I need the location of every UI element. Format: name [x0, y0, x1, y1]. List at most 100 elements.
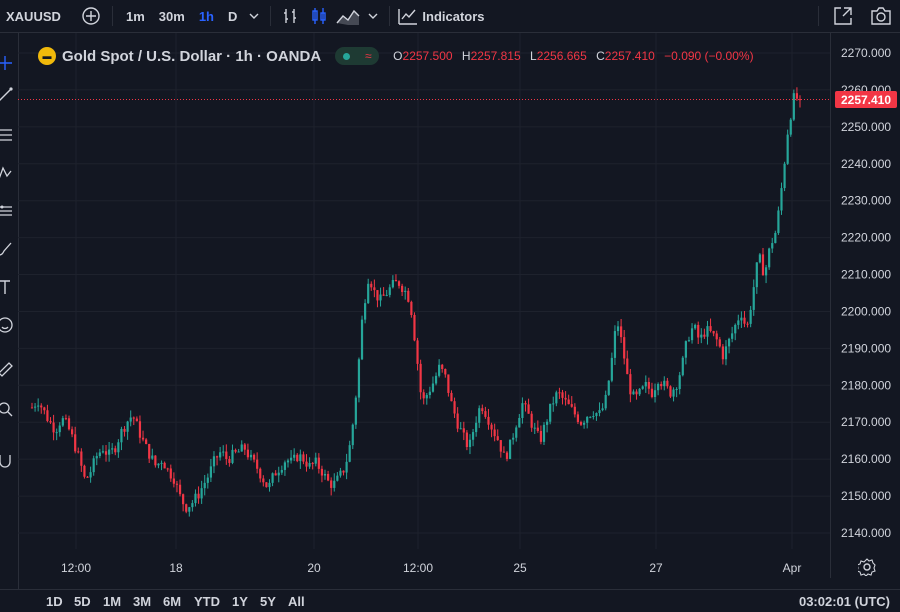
candle-body	[271, 473, 274, 483]
timeframe-1h[interactable]: 1h	[198, 8, 214, 24]
chevron-down-icon[interactable]	[244, 0, 264, 32]
zoom-icon[interactable]	[0, 399, 14, 419]
candle-body	[351, 424, 354, 446]
last-price-label: 2257.410	[835, 91, 897, 109]
candle-body	[348, 445, 351, 462]
candle-body	[120, 428, 123, 443]
toolbar-divider	[389, 6, 391, 26]
candle-body	[330, 480, 333, 488]
candle-body	[653, 390, 657, 398]
candle-body	[206, 477, 209, 483]
candle-body	[626, 358, 629, 375]
low-value: 2256.665	[536, 49, 587, 63]
area-style-icon[interactable]	[333, 0, 363, 32]
candle-body	[178, 484, 182, 495]
fib-retracement-icon[interactable]	[0, 125, 14, 145]
price-chart[interactable]	[18, 33, 830, 578]
time-tick-label: 20	[307, 561, 321, 575]
compare-add-icon[interactable]	[76, 0, 106, 32]
trendline-icon[interactable]	[0, 85, 14, 105]
market-status-pill[interactable]: ≈	[335, 47, 380, 65]
timeframe-D[interactable]: D	[228, 8, 238, 24]
timeframe-30m[interactable]: 30m	[158, 8, 185, 24]
candle-body	[536, 427, 539, 431]
candle-body	[672, 389, 675, 397]
range-5Y[interactable]: 5Y	[260, 594, 276, 609]
bar-style-icon[interactable]	[277, 0, 305, 32]
candle-body	[749, 309, 752, 324]
candle-body	[154, 455, 157, 466]
candle-body	[462, 428, 465, 433]
candle-body	[484, 411, 487, 417]
candle-body	[268, 482, 271, 488]
timeframe-1m[interactable]: 1m	[126, 8, 145, 24]
candle-body	[240, 444, 243, 452]
candle-body	[783, 163, 786, 189]
ruler-icon[interactable]	[0, 359, 14, 379]
candles-icon[interactable]	[305, 0, 333, 32]
candle-body	[684, 341, 687, 358]
symbol-search[interactable]: XAUUSD	[6, 8, 61, 24]
candle-body	[64, 418, 68, 420]
candle-body	[401, 285, 404, 292]
candle-body	[58, 425, 61, 433]
candle-body	[493, 429, 496, 437]
candle-body	[798, 99, 802, 101]
candle-body	[610, 357, 613, 381]
camera-icon[interactable]	[870, 0, 892, 32]
candle-body	[561, 392, 564, 398]
chart-settings-icon[interactable]	[856, 558, 876, 579]
candle-body	[573, 406, 576, 415]
candle-body	[521, 403, 524, 418]
range-YTD[interactable]: YTD	[194, 594, 220, 609]
candle-body	[789, 119, 792, 135]
candle-body	[117, 442, 120, 453]
candle-body	[166, 468, 169, 470]
candle-body	[468, 439, 472, 448]
range-1M[interactable]: 1M	[103, 594, 122, 609]
magnet-icon[interactable]	[0, 451, 14, 471]
fullscreen-icon[interactable]	[832, 0, 854, 32]
utc-clock[interactable]: 03:02:01 (UTC)	[798, 594, 890, 609]
high-value: 2257.815	[470, 49, 521, 63]
crosshair-icon[interactable]	[0, 53, 14, 73]
range-All[interactable]: All	[288, 594, 305, 609]
candle-body	[539, 430, 543, 442]
range-5D[interactable]: 5D	[74, 594, 91, 609]
candle-body	[758, 254, 762, 263]
candle-body	[416, 340, 419, 364]
pattern-icon[interactable]	[0, 163, 14, 183]
candle-body	[225, 451, 228, 460]
candle-body	[434, 375, 438, 384]
price-tick-label: 2160.000	[841, 452, 891, 466]
price-axis[interactable]: 2270.0002260.0002250.0002240.0002230.000…	[830, 33, 900, 578]
candle-body	[114, 448, 117, 453]
low-label: L	[530, 49, 537, 63]
candle-body	[385, 294, 388, 296]
indicators-button[interactable]: Indicators	[422, 8, 485, 24]
symbol-title[interactable]: Gold Spot / U.S. Dollar · 1h · OANDA	[62, 47, 322, 65]
candle-body	[74, 434, 77, 452]
range-1Y[interactable]: 1Y	[232, 594, 248, 609]
emoji-icon[interactable]	[0, 315, 14, 335]
range-3M[interactable]: 3M	[133, 594, 152, 609]
candle-body	[413, 315, 416, 341]
candle-body	[234, 449, 237, 452]
candle-body	[438, 364, 441, 376]
toolbar-divider	[818, 6, 819, 26]
candle-body	[613, 331, 617, 358]
price-tick-label: 2170.000	[841, 415, 891, 429]
range-1D[interactable]: 1D	[46, 594, 63, 609]
candle-body	[308, 463, 311, 467]
time-axis[interactable]: 12:00 18 20 12:00 25 27 Apr	[18, 549, 830, 578]
indicators-icon[interactable]	[396, 0, 420, 32]
range-6M[interactable]: 6M	[163, 594, 182, 609]
candle-body	[792, 93, 795, 120]
brush-icon[interactable]	[0, 239, 14, 259]
chevron-down-icon[interactable]	[363, 0, 383, 32]
text-icon[interactable]	[0, 277, 14, 297]
candle-body	[629, 374, 632, 395]
candle-body	[641, 386, 644, 389]
candle-body	[681, 357, 684, 376]
forecast-icon[interactable]	[0, 201, 14, 221]
